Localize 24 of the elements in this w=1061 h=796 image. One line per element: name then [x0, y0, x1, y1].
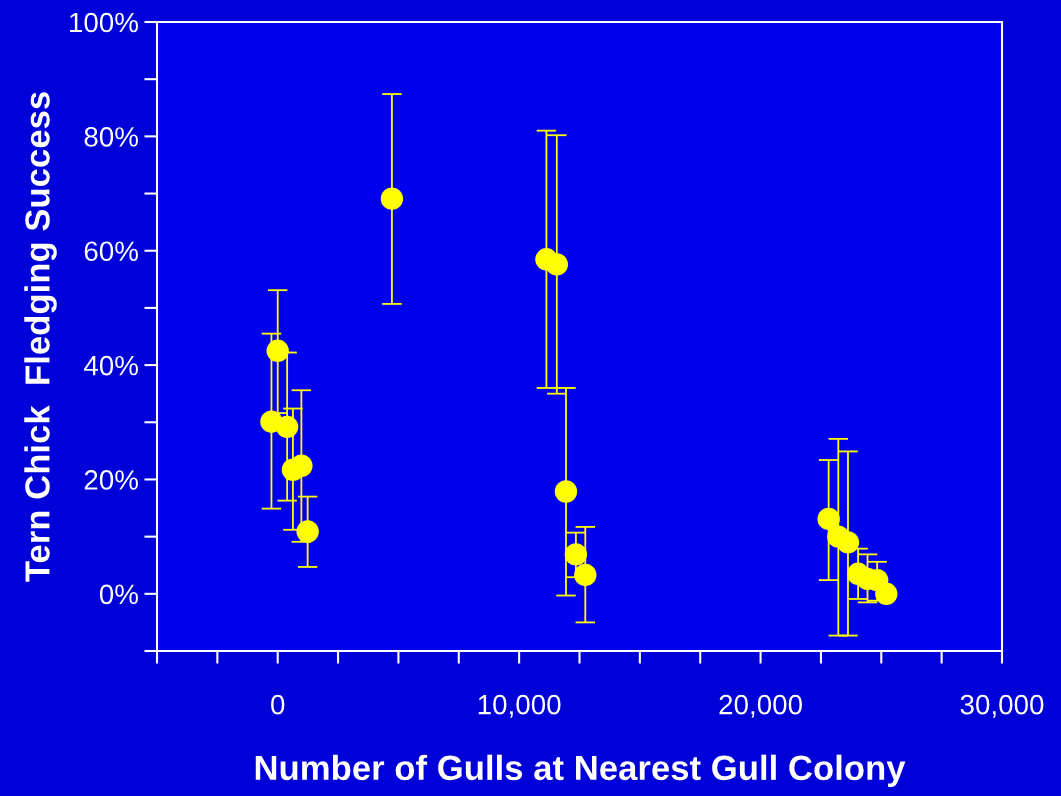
point	[545, 253, 568, 276]
point	[564, 543, 588, 566]
point	[574, 563, 597, 587]
x-tick-label: 0	[271, 694, 285, 715]
y-tick-label: 20%	[84, 470, 138, 490]
point	[275, 415, 299, 439]
point	[296, 520, 319, 543]
x-axis-title: Number of Gulls at Nearest Gull Colony	[255, 754, 906, 788]
point	[836, 531, 860, 554]
point	[554, 480, 578, 503]
x-tick-label: 30,000	[960, 694, 1044, 718]
y-tick-label: 80%	[84, 127, 138, 147]
point	[817, 507, 840, 531]
point	[290, 454, 313, 477]
y-tick-label: 0%	[99, 584, 138, 605]
x-tick-label: 10,000	[478, 694, 561, 718]
point	[875, 582, 898, 606]
x-tick-label: 20,000	[719, 694, 802, 718]
y-axis-title: Tern Chick Fledging Success	[24, 92, 57, 582]
point	[380, 187, 404, 210]
y-tick-label: 100%	[70, 12, 138, 33]
point	[266, 339, 289, 362]
y-tick-label: 40%	[83, 355, 138, 376]
y-tick-label: 60%	[84, 241, 138, 262]
